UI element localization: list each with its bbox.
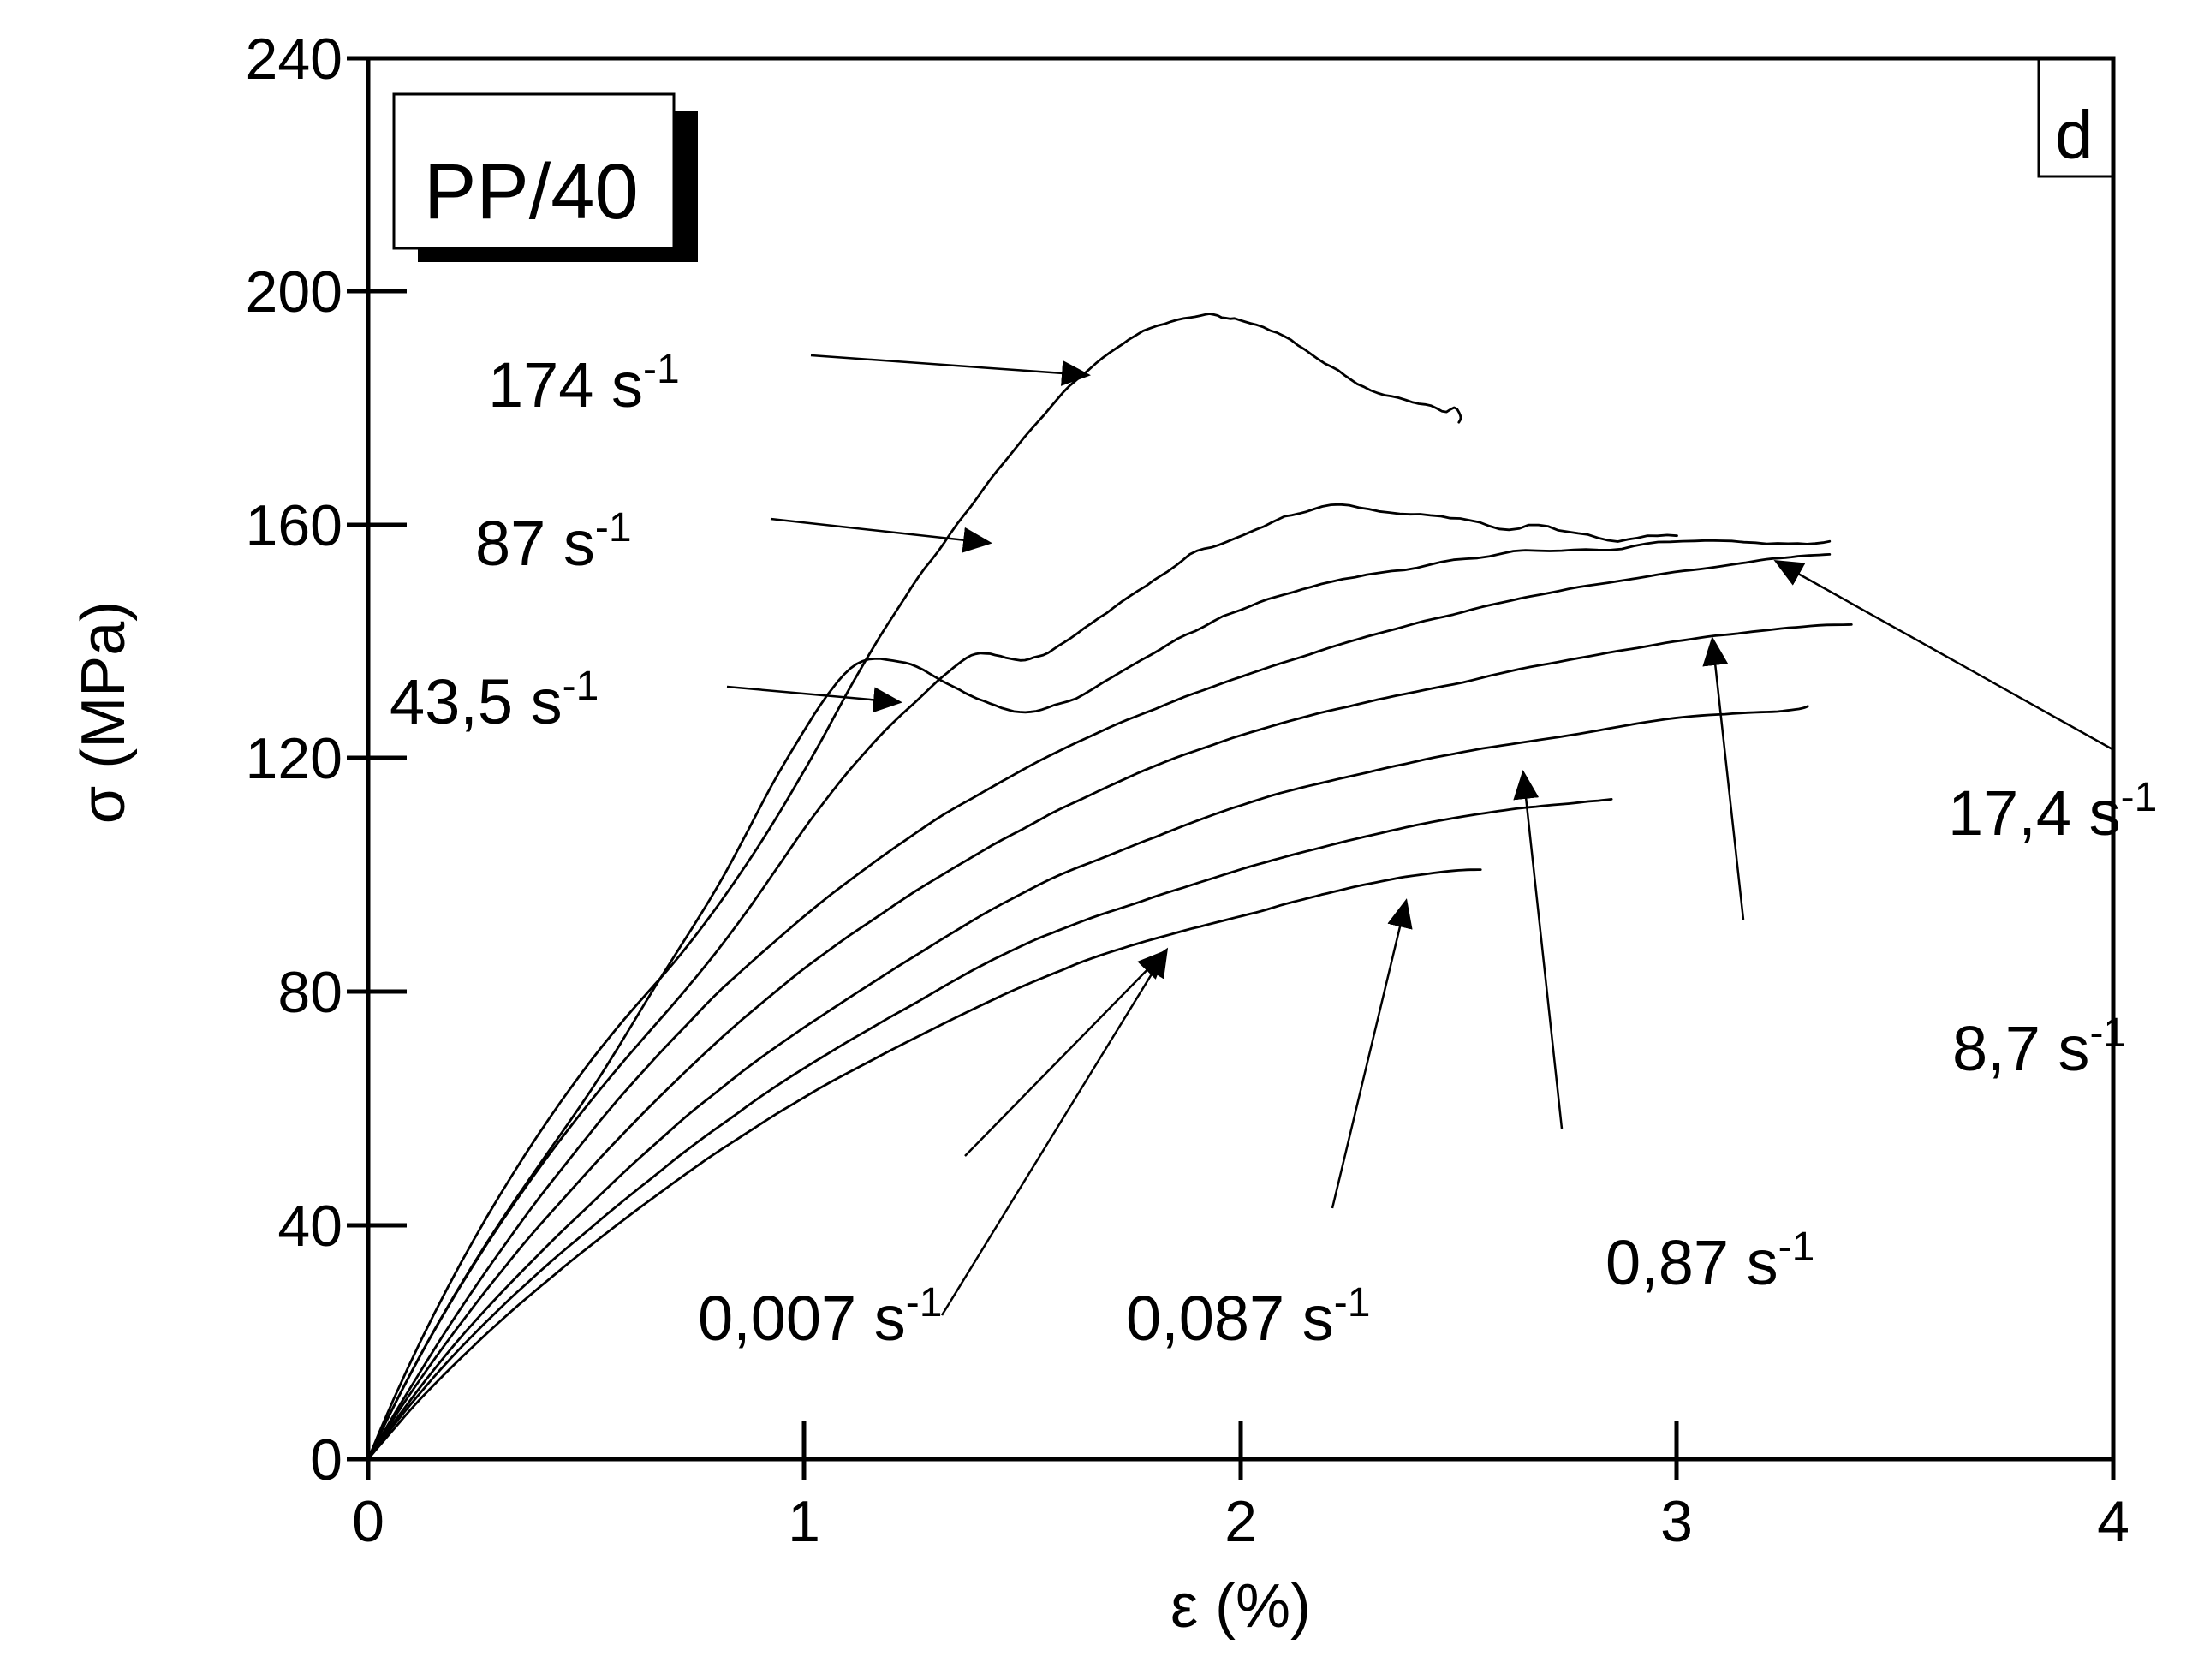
- svg-text:200: 200: [246, 259, 342, 325]
- svg-text:3: 3: [1660, 1489, 1693, 1554]
- svg-text:17,4 s-1: 17,4 s-1: [1948, 775, 2157, 849]
- svg-text:PP/40: PP/40: [424, 148, 639, 235]
- svg-text:120: 120: [246, 726, 342, 791]
- svg-text:0,087 s-1: 0,087 s-1: [1126, 1280, 1370, 1354]
- svg-text:0,007 s-1: 0,007 s-1: [698, 1280, 942, 1354]
- svg-text:0: 0: [352, 1489, 384, 1554]
- svg-text:43,5 s-1: 43,5 s-1: [390, 664, 599, 737]
- svg-text:240: 240: [246, 27, 342, 92]
- svg-text:1: 1: [788, 1489, 820, 1554]
- svg-text:174 s-1: 174 s-1: [488, 347, 680, 420]
- svg-text:87 s-1: 87 s-1: [475, 505, 632, 579]
- svg-text:8,7 s-1: 8,7 s-1: [1952, 1010, 2126, 1084]
- svg-text:2: 2: [1224, 1489, 1257, 1554]
- svg-text:0,87 s-1: 0,87 s-1: [1605, 1224, 1814, 1298]
- svg-text:80: 80: [277, 960, 342, 1025]
- svg-text:ε (%): ε (%): [1170, 1572, 1311, 1641]
- svg-text:0: 0: [310, 1427, 342, 1492]
- svg-text:4: 4: [2097, 1489, 2129, 1554]
- svg-text:160: 160: [246, 493, 342, 558]
- svg-text:40: 40: [277, 1194, 342, 1259]
- svg-text:d: d: [2055, 97, 2094, 173]
- svg-text:σ (MPa): σ (MPa): [69, 601, 138, 824]
